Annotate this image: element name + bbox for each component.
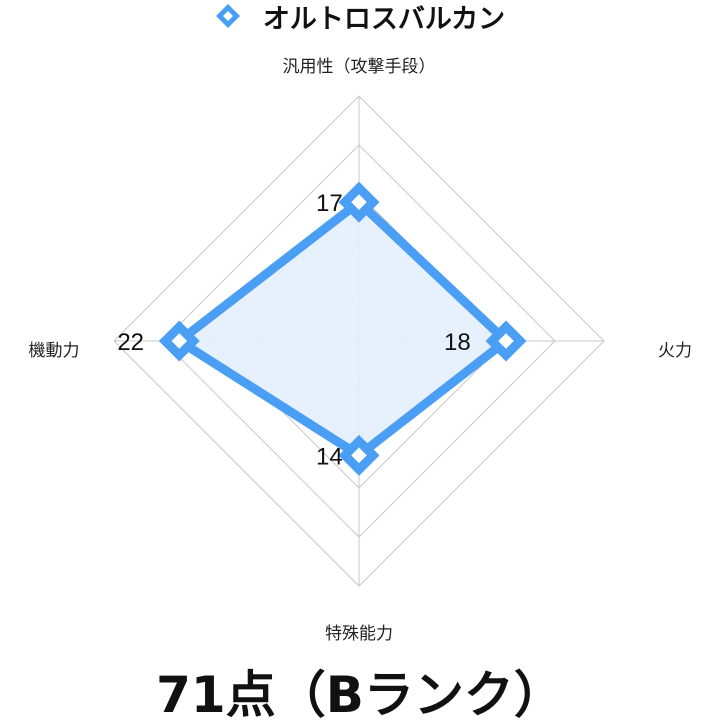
axis-label: 火力 — [658, 341, 692, 361]
axis-label: 機動力 — [29, 341, 80, 361]
data-point — [338, 434, 380, 476]
data-label: 22 — [117, 329, 144, 356]
legend-diamond-icon — [215, 3, 240, 29]
data-label: 17 — [316, 190, 343, 217]
data-point — [158, 320, 200, 362]
axis-label: 汎用性（攻撃手段） — [283, 57, 436, 77]
legend-label: オルトロスバルカン — [262, 3, 506, 35]
legend: オルトロスバルカン — [0, 0, 720, 35]
data-point — [338, 181, 380, 223]
data-point — [485, 320, 527, 362]
data-label: 14 — [316, 443, 343, 470]
score-text: 71点（Bランク） — [156, 666, 564, 724]
data-label: 18 — [444, 329, 471, 356]
axis-label: 特殊能力 — [325, 624, 393, 644]
